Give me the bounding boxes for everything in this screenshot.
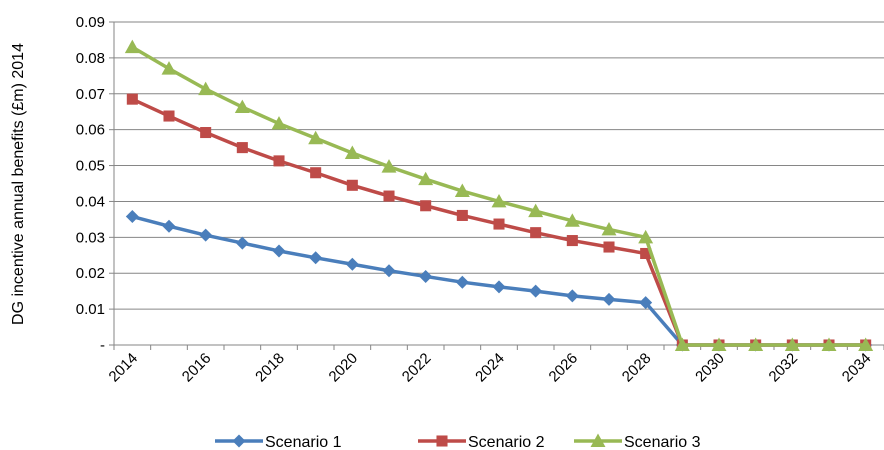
triangle-marker bbox=[601, 221, 617, 236]
square-marker bbox=[566, 235, 578, 247]
y-tick-label: 0.07 bbox=[76, 86, 105, 103]
square-marker bbox=[456, 209, 468, 221]
triangle-marker bbox=[528, 203, 544, 218]
diamond-marker bbox=[639, 296, 653, 310]
square-marker bbox=[273, 155, 285, 167]
diamond-marker bbox=[235, 236, 249, 250]
axes bbox=[109, 21, 884, 350]
legend-item: Scenario 1 bbox=[215, 434, 342, 450]
triangle-marker bbox=[711, 337, 727, 351]
x-tick-label: 2020 bbox=[326, 350, 362, 386]
square-marker bbox=[126, 93, 138, 105]
triangle-marker bbox=[271, 116, 287, 130]
triangle-marker bbox=[491, 193, 507, 208]
legend-label: Scenario 2 bbox=[468, 434, 545, 450]
triangle-marker bbox=[674, 337, 690, 351]
x-tick-label: 2014 bbox=[106, 350, 142, 386]
diamond-marker bbox=[492, 280, 506, 294]
y-tick-label: 0.02 bbox=[76, 265, 105, 282]
square-marker bbox=[236, 142, 248, 154]
diamond-marker bbox=[309, 251, 323, 265]
square-marker bbox=[310, 167, 322, 179]
legend-label: Scenario 3 bbox=[624, 434, 701, 450]
series-2 bbox=[126, 93, 872, 351]
triangle-marker bbox=[418, 171, 434, 186]
y-tick-label: 0.09 bbox=[76, 14, 105, 31]
gridlines bbox=[114, 21, 884, 310]
diamond-marker bbox=[199, 228, 213, 242]
y-axis-ticks: - 0.01 0.02 0.03 0.04 0.05 0.06 0.07 0.08 0.09 bbox=[76, 14, 105, 354]
triangle-marker bbox=[858, 337, 874, 351]
y-tick-label: 0.08 bbox=[76, 50, 105, 67]
x-tick-label: 2026 bbox=[546, 350, 582, 386]
x-tick-label: 2024 bbox=[472, 350, 508, 386]
triangle-marker bbox=[234, 99, 250, 114]
x-tick-label: 2030 bbox=[692, 350, 728, 386]
y-tick-label: 0.05 bbox=[76, 158, 105, 175]
triangle-marker bbox=[381, 159, 397, 173]
triangle-marker bbox=[784, 337, 800, 351]
x-tick-label: 2034 bbox=[839, 350, 875, 386]
triangle-marker bbox=[638, 229, 654, 244]
triangle-marker bbox=[748, 337, 764, 351]
x-tick-label: 2028 bbox=[619, 350, 655, 386]
y-tick-label: 0.03 bbox=[76, 229, 105, 246]
diamond-marker bbox=[272, 244, 286, 258]
triangle-marker bbox=[161, 61, 177, 75]
square-marker bbox=[436, 435, 448, 447]
triangle-marker bbox=[821, 337, 837, 351]
diamond-marker bbox=[529, 284, 543, 298]
triangle-marker bbox=[564, 213, 580, 227]
square-marker bbox=[493, 218, 505, 230]
y-tick-label: - bbox=[100, 337, 105, 354]
square-marker bbox=[530, 227, 542, 239]
square-marker bbox=[420, 200, 432, 212]
legend-label: Scenario 1 bbox=[265, 434, 342, 450]
diamond-marker bbox=[455, 275, 469, 289]
diamond-marker bbox=[565, 289, 579, 303]
y-axis-label: DG incentive annual benefits (£m) 2014 bbox=[10, 43, 27, 325]
square-marker bbox=[346, 179, 358, 191]
triangle-marker bbox=[198, 81, 214, 96]
legend: Scenario 1 Scenario 2 Scenario 3 bbox=[215, 433, 701, 450]
triangle-marker bbox=[124, 39, 140, 54]
diamond-marker bbox=[232, 434, 246, 448]
triangle-marker bbox=[308, 130, 324, 145]
diamond-marker bbox=[162, 219, 176, 233]
square-marker bbox=[163, 110, 175, 122]
x-tick-label: 2032 bbox=[766, 350, 802, 386]
x-tick-label: 2016 bbox=[179, 350, 215, 386]
diamond-marker bbox=[419, 269, 433, 283]
legend-item: Scenario 3 bbox=[574, 433, 701, 450]
triangle-marker bbox=[344, 145, 360, 159]
legend-item: Scenario 2 bbox=[418, 434, 545, 450]
diamond-marker bbox=[345, 257, 359, 271]
series-3 bbox=[124, 39, 874, 351]
series-group bbox=[124, 39, 874, 352]
square-marker bbox=[640, 247, 652, 260]
x-tick-label: 2022 bbox=[399, 350, 435, 386]
triangle-marker bbox=[590, 433, 606, 447]
series-1 bbox=[125, 210, 873, 352]
x-tick-label: 2018 bbox=[252, 350, 288, 386]
diamond-marker bbox=[382, 264, 396, 278]
triangle-marker bbox=[454, 183, 470, 198]
y-tick-label: 0.04 bbox=[76, 193, 105, 210]
square-marker bbox=[200, 127, 212, 139]
diamond-marker bbox=[125, 210, 139, 224]
diamond-marker bbox=[602, 292, 616, 306]
y-tick-label: 0.06 bbox=[76, 122, 105, 139]
square-marker bbox=[603, 241, 615, 253]
square-marker bbox=[383, 190, 395, 202]
x-axis-ticks: 2014 2016 2018 2020 2022 2024 2026 2028 2030 2032… bbox=[106, 350, 875, 386]
y-tick-label: 0.01 bbox=[76, 301, 105, 318]
